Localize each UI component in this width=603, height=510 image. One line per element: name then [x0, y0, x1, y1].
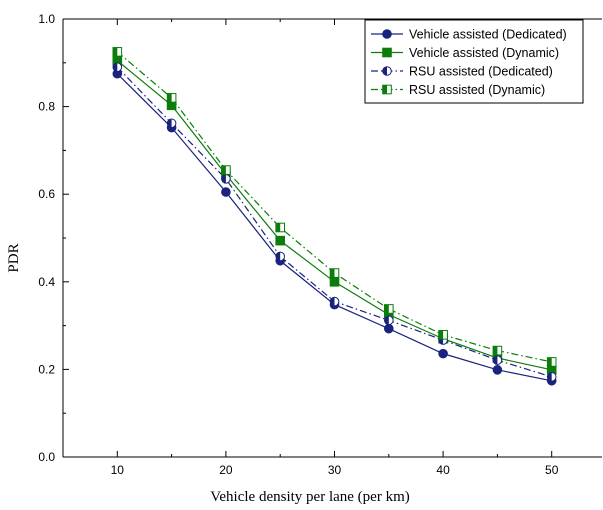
y-tick-label: 0.8: [38, 100, 55, 114]
legend-item: RSU assisted (Dynamic): [371, 83, 545, 97]
marker-half-fill: [275, 223, 281, 232]
marker-shape: [382, 47, 392, 58]
legend-label: RSU assisted (Dynamic): [409, 83, 545, 97]
x-tick-label: 50: [545, 463, 559, 477]
legend-label: Vehicle assisted (Dynamic): [409, 46, 559, 60]
series-line-2: [116, 66, 552, 378]
y-tick-label: 1.0: [38, 12, 55, 26]
series-2-point: [546, 372, 557, 382]
marker-half-fill: [330, 268, 335, 278]
marker-half-fill: [438, 330, 444, 340]
marker-shape: [384, 323, 394, 334]
series-3-point: [546, 357, 557, 367]
legend-marker: [382, 47, 392, 58]
x-axis-title: Vehicle density per lane (per km): [210, 489, 410, 505]
series-1-point: [275, 235, 285, 246]
series-3-point: [112, 47, 123, 57]
marker-half-fill: [547, 372, 552, 382]
marker-half-fill: [221, 165, 226, 175]
marker-half-fill: [330, 297, 335, 306]
marker-half-fill: [221, 174, 226, 184]
series-2-point: [329, 296, 340, 307]
series-line-1: [116, 60, 552, 371]
series-0-point: [492, 365, 503, 375]
series-3-point: [166, 93, 177, 103]
legend-item: RSU assisted (Dedicated): [371, 65, 553, 79]
series-3-point: [384, 304, 394, 314]
marker-shape: [382, 29, 392, 39]
series-0-point: [438, 348, 448, 359]
legend-item: Vehicle assisted (Dedicated): [371, 28, 567, 42]
series-2-point: [384, 315, 394, 326]
marker-shape: [221, 187, 231, 197]
marker-half-fill: [382, 85, 387, 94]
legend-label: RSU assisted (Dedicated): [409, 65, 553, 79]
y-tick-label: 0.0: [38, 450, 55, 464]
marker-half-fill: [275, 252, 281, 261]
marker-half-fill: [384, 316, 389, 325]
x-tick-label: 30: [328, 463, 342, 477]
y-tick-label: 0.2: [38, 362, 55, 376]
legend-marker: [382, 66, 392, 76]
series-2-point: [492, 355, 503, 366]
legend-label: Vehicle assisted (Dedicated): [409, 28, 567, 42]
marker-shape: [329, 277, 340, 287]
series-0-point: [384, 323, 394, 334]
series-2-point: [166, 118, 177, 129]
series-2-point: [112, 62, 123, 72]
series-2-point: [275, 251, 286, 262]
marker-half-fill: [493, 355, 498, 365]
series-3-point: [221, 165, 231, 175]
marker-shape: [275, 235, 285, 246]
marker-half-fill: [113, 62, 118, 72]
marker-half-fill: [113, 47, 118, 57]
x-tick-label: 40: [436, 463, 450, 477]
y-tick-label: 0.4: [38, 275, 55, 289]
y-axis-title: PDR: [6, 243, 22, 272]
marker-half-fill: [493, 346, 498, 355]
x-tick-label: 20: [219, 463, 233, 477]
x-tick-label: 10: [111, 463, 125, 477]
legend-item: Vehicle assisted (Dynamic): [371, 46, 559, 60]
series-0-point: [221, 187, 231, 197]
series-3-point: [438, 329, 448, 340]
marker-shape: [438, 348, 448, 359]
marker-half-fill: [547, 357, 552, 367]
series-2-point: [221, 174, 231, 184]
y-tick-label: 0.6: [38, 187, 55, 201]
marker-half-fill: [167, 118, 172, 128]
series-3-point: [275, 222, 285, 233]
marker-shape: [492, 365, 503, 375]
marker-half-fill: [167, 93, 172, 103]
legend-marker: [382, 29, 392, 39]
series-3-point: [329, 268, 340, 278]
marker-half-fill: [384, 304, 389, 314]
legend-marker: [382, 84, 392, 95]
series-1-point: [329, 277, 340, 287]
marker-half-fill: [382, 66, 387, 76]
series-3-point: [492, 345, 503, 356]
